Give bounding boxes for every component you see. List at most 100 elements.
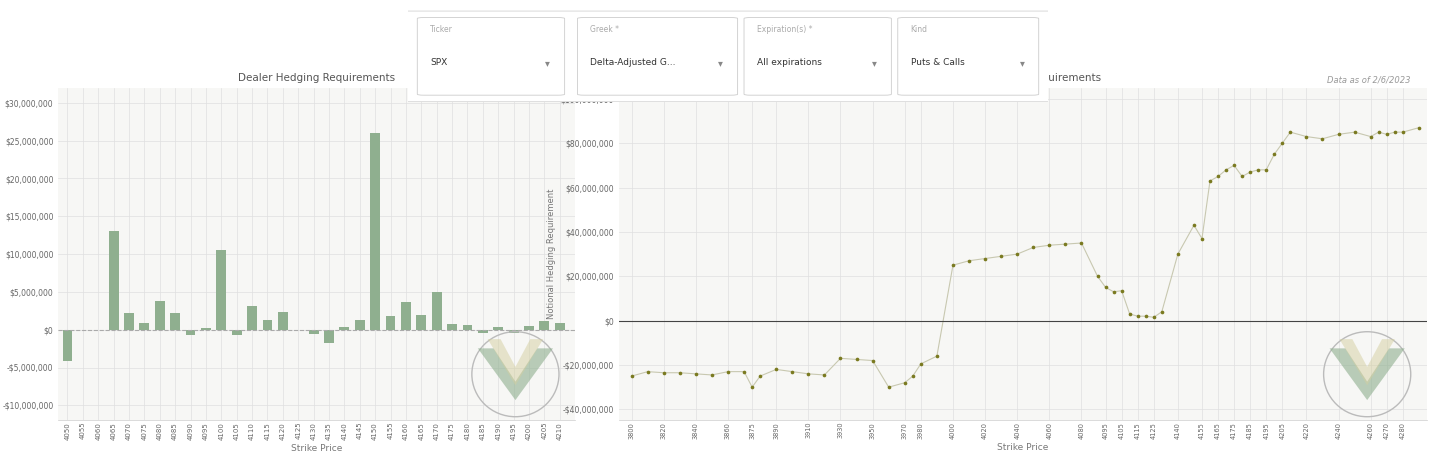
Bar — [325, 330, 333, 343]
Bar — [370, 133, 380, 330]
Point — [732, 368, 756, 375]
Y-axis label: Notional Hedging Requirement: Notional Hedging Requirement — [547, 189, 556, 319]
Bar — [447, 324, 457, 330]
Point — [1022, 244, 1045, 251]
Point — [812, 371, 836, 379]
Point — [1246, 166, 1270, 174]
Bar — [185, 330, 195, 335]
Bar — [201, 328, 211, 330]
Bar — [400, 302, 411, 330]
Point — [764, 366, 788, 373]
Point — [1374, 131, 1398, 138]
Point — [1166, 250, 1190, 258]
Text: SPX: SPX — [430, 58, 447, 67]
Bar — [463, 325, 472, 330]
Point — [877, 383, 900, 391]
Bar — [63, 330, 73, 361]
Point — [1118, 310, 1142, 318]
Point — [925, 353, 948, 360]
Point — [716, 368, 740, 375]
Point — [1230, 173, 1254, 180]
Point — [741, 383, 764, 391]
Bar — [416, 315, 427, 330]
Point — [828, 355, 852, 362]
Text: ▾: ▾ — [1019, 58, 1025, 68]
Bar — [386, 316, 396, 330]
Point — [1278, 128, 1302, 136]
Point — [1038, 242, 1061, 249]
Bar — [432, 292, 441, 330]
Point — [1367, 128, 1390, 136]
Text: Data as of 2/6/2023: Data as of 2/6/2023 — [1328, 75, 1411, 85]
Point — [1070, 239, 1093, 247]
Point — [1390, 128, 1414, 136]
Point — [844, 356, 868, 363]
Point — [1294, 133, 1318, 140]
Point — [700, 371, 724, 379]
Polygon shape — [1340, 339, 1395, 385]
Point — [958, 257, 981, 264]
Point — [1223, 162, 1246, 169]
Point — [1383, 128, 1406, 136]
Point — [1262, 151, 1286, 158]
Point — [1271, 140, 1294, 147]
Point — [1093, 284, 1117, 291]
Point — [1358, 133, 1382, 140]
Text: Delta-Adjusted G...: Delta-Adjusted G... — [590, 58, 676, 67]
Point — [684, 370, 708, 377]
Bar — [508, 330, 518, 334]
Point — [1406, 124, 1430, 131]
Polygon shape — [1329, 348, 1405, 400]
Point — [901, 372, 925, 380]
Bar — [555, 323, 565, 330]
Text: Kind: Kind — [910, 25, 927, 34]
Text: All expirations: All expirations — [757, 58, 821, 67]
Point — [1310, 135, 1334, 142]
FancyBboxPatch shape — [744, 18, 891, 95]
Point — [748, 372, 772, 380]
Text: Data as of 2/6/2023: Data as of 2/6/2023 — [482, 75, 565, 85]
Text: Puts & Calls: Puts & Calls — [910, 58, 964, 67]
Point — [1191, 235, 1214, 242]
Bar — [109, 231, 118, 330]
FancyBboxPatch shape — [578, 18, 738, 95]
Point — [1207, 173, 1230, 180]
Bar — [217, 250, 226, 330]
Point — [893, 379, 916, 386]
Point — [1214, 166, 1238, 174]
Bar — [124, 313, 134, 330]
Point — [1125, 312, 1149, 320]
Point — [974, 255, 997, 262]
Point — [1342, 128, 1366, 136]
Point — [1150, 308, 1174, 316]
Point — [1086, 273, 1109, 280]
Text: ▾: ▾ — [718, 58, 724, 68]
Bar — [339, 327, 349, 330]
Bar — [154, 301, 165, 330]
Title: Dealer Hedging Requirements: Dealer Hedging Requirements — [239, 73, 395, 83]
Point — [668, 369, 692, 377]
Bar — [524, 326, 534, 330]
Text: Greek *: Greek * — [590, 25, 619, 34]
Polygon shape — [488, 339, 543, 385]
Bar — [232, 330, 242, 335]
Bar — [494, 327, 504, 330]
Point — [796, 370, 820, 377]
FancyBboxPatch shape — [898, 18, 1038, 95]
Point — [1109, 287, 1133, 294]
Text: Ticker: Ticker — [430, 25, 453, 34]
X-axis label: Strike Price: Strike Price — [291, 444, 342, 453]
Bar — [278, 311, 288, 330]
Point — [1239, 168, 1262, 176]
Bar — [539, 321, 549, 330]
Point — [1182, 222, 1206, 229]
Point — [620, 372, 644, 380]
Title: Dealer Hedging Requirements: Dealer Hedging Requirements — [945, 73, 1101, 83]
Point — [860, 357, 884, 364]
Point — [942, 261, 965, 269]
Bar — [478, 330, 488, 333]
Polygon shape — [478, 348, 553, 400]
Point — [636, 368, 660, 375]
Bar — [140, 323, 150, 330]
Point — [1006, 250, 1029, 258]
